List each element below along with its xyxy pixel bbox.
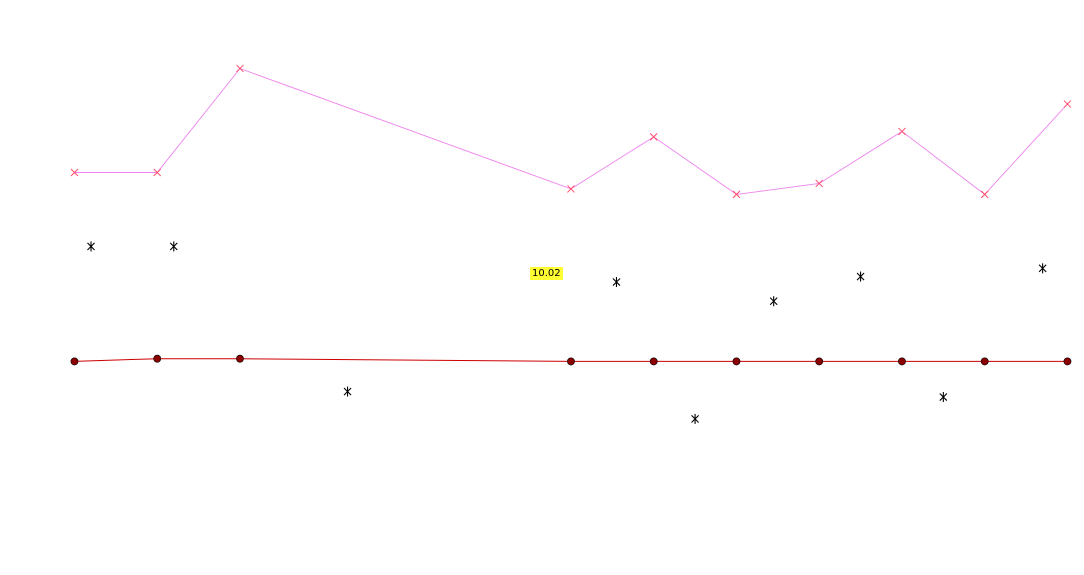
data-point-dot bbox=[980, 357, 989, 366]
data-point-dot bbox=[567, 357, 575, 366]
data-point-cross bbox=[567, 185, 575, 193]
data-point-cross bbox=[1063, 100, 1072, 108]
data-point-dot bbox=[649, 357, 658, 366]
data-point-asterisk bbox=[769, 296, 778, 307]
data-point-dot bbox=[153, 354, 162, 363]
data-point-asterisk bbox=[169, 241, 178, 252]
data-point-cross bbox=[898, 127, 906, 136]
data-point-dot bbox=[898, 357, 906, 366]
series-line bbox=[74, 67, 1068, 196]
data-point-dot bbox=[70, 357, 79, 366]
data-point-cross bbox=[236, 64, 244, 73]
series-line bbox=[74, 358, 1068, 362]
data-point-cross bbox=[732, 190, 741, 199]
data-point-asterisk bbox=[343, 386, 352, 397]
data-point-asterisk bbox=[939, 392, 948, 403]
data-point-dot bbox=[732, 357, 741, 366]
data-point-asterisk bbox=[856, 271, 865, 282]
data-point-dot bbox=[236, 354, 244, 363]
data-point-cross bbox=[70, 168, 79, 177]
data-point-asterisk bbox=[87, 241, 95, 252]
data-point-cross bbox=[815, 179, 824, 188]
data-point-dot bbox=[1063, 357, 1072, 366]
data-point-cross bbox=[649, 133, 658, 141]
data-point-cross bbox=[153, 168, 162, 177]
data-point-asterisk bbox=[691, 413, 700, 424]
data-point-dot bbox=[815, 357, 824, 366]
value-annotation: 10.02 bbox=[530, 267, 563, 280]
data-point-asterisk bbox=[612, 277, 621, 288]
data-point-cross bbox=[980, 190, 989, 199]
data-point-asterisk bbox=[1038, 263, 1047, 274]
